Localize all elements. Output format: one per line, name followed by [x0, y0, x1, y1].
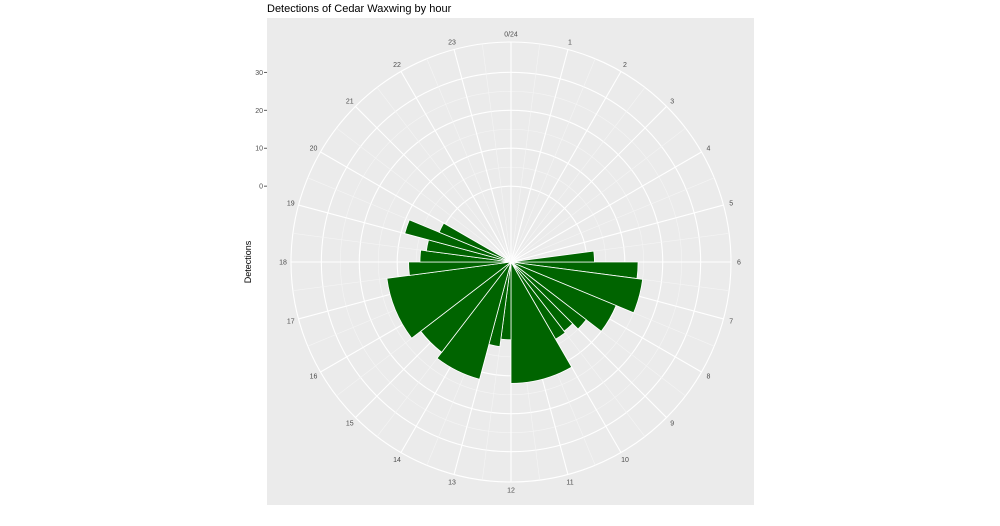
hour-label-18: 18 [279, 260, 287, 267]
bar-hour-15_5 [386, 261, 513, 339]
minor-radial-line [510, 87, 646, 263]
y-tick-label: 30 [255, 70, 263, 77]
y-tick-label: 10 [255, 146, 263, 153]
y-axis: 0 10 20 30 [255, 70, 267, 191]
bar-hour-7_5 [510, 261, 617, 332]
major-radial-line [453, 49, 512, 263]
hour-label-15: 15 [346, 421, 354, 428]
y-axis-title: Detections [243, 240, 253, 283]
bar-hour-5_5 [510, 250, 595, 263]
chart-title: Detections of Cedar Waxwing by hour [267, 3, 452, 15]
minor-radial-line [376, 87, 512, 263]
hour-label-22: 22 [393, 62, 401, 69]
major-radial-line [510, 151, 702, 263]
minor-radial-line [510, 43, 541, 263]
major-radial-line [510, 71, 622, 263]
hour-label-21: 21 [346, 98, 354, 105]
hour-label-8: 8 [707, 374, 711, 381]
hour-label-1: 1 [568, 39, 572, 46]
hour-label-19: 19 [287, 200, 295, 207]
bar-hour-6_5 [510, 261, 644, 314]
hour-label-5: 5 [729, 200, 733, 207]
hour-label-4: 4 [707, 146, 711, 153]
hour-label-23: 23 [448, 39, 456, 46]
bar-hour-13 [436, 261, 512, 380]
y-tick-label: 20 [255, 108, 263, 115]
minor-radial-line [481, 43, 512, 263]
bar-hour-17_5 [408, 261, 512, 276]
hour-label-13: 13 [448, 480, 456, 487]
hour-labels: 0/24123456789101112131415161718192021222… [279, 32, 741, 495]
hour-label-3: 3 [670, 98, 674, 105]
y-tick-label: 0 [259, 184, 263, 191]
major-radial-line [510, 204, 724, 263]
major-radial-line [510, 106, 667, 263]
minor-radial-line [510, 177, 715, 263]
bar-hour-10 [510, 260, 573, 384]
hour-label-12: 12 [507, 488, 515, 495]
bar-hour-19_5 [438, 222, 512, 263]
major-radial-line [400, 71, 512, 263]
hour-label-11: 11 [566, 480, 573, 487]
major-radial-line [355, 106, 512, 263]
major-radial-line [510, 49, 569, 263]
hour-label-17: 17 [287, 319, 295, 326]
hour-label-6: 6 [737, 260, 741, 267]
bar-hour-8_5 [510, 261, 587, 330]
minor-radial-line [510, 58, 596, 263]
hour-label-9: 9 [670, 421, 674, 428]
minor-radial-line [426, 58, 512, 263]
hour-label-14: 14 [393, 457, 401, 464]
bar-hour-19 [404, 219, 512, 263]
hour-label-0: 0/24 [504, 32, 518, 39]
hour-label-2: 2 [623, 62, 627, 69]
hour-label-20: 20 [310, 146, 318, 153]
hour-label-7: 7 [729, 319, 733, 326]
minor-radial-line [510, 127, 686, 263]
hour-label-16: 16 [310, 374, 318, 381]
minor-radial-line [336, 127, 512, 263]
bar-layer [386, 219, 644, 384]
hour-label-10: 10 [621, 457, 629, 464]
